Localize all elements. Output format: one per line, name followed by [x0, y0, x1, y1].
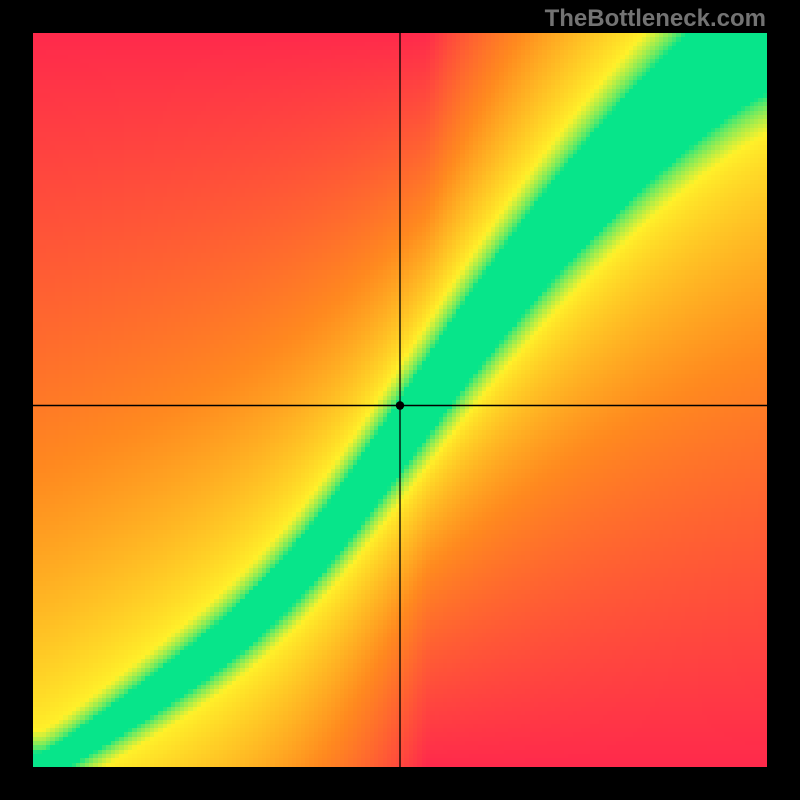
watermark-text: TheBottleneck.com: [545, 5, 766, 33]
chart-frame: TheBottleneck.com: [0, 0, 800, 800]
bottleneck-heatmap: [33, 33, 767, 767]
